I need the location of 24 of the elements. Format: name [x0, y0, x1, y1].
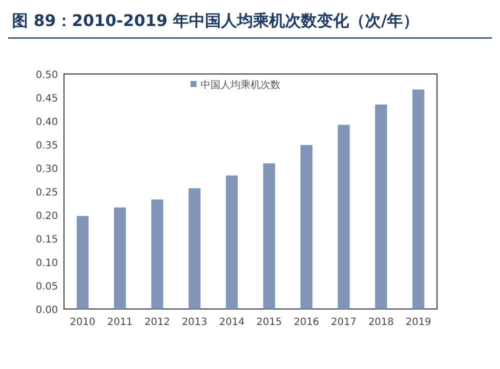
x-tick-label: 2017 [331, 317, 356, 328]
y-tick-label: 0.35 [36, 140, 58, 152]
y-tick-label: 0.40 [36, 117, 58, 128]
x-tick-label: 2016 [294, 317, 320, 328]
x-tick-label: 2011 [107, 317, 133, 328]
y-tick-label: 0.00 [36, 305, 58, 316]
legend: 中国人均乘机次数 [190, 80, 280, 91]
x-tick-label: 2012 [144, 317, 170, 328]
y-tick-label: 0.30 [36, 164, 58, 175]
y-tick-label: 0.20 [36, 211, 58, 222]
y-tick-label: 0.50 [36, 70, 58, 81]
y-tick-label: 0.45 [36, 94, 58, 104]
title: 图 89：2010-2019 年中国人均乘机次数变化（次/年） [12, 11, 419, 30]
y-tick-label: 0.25 [36, 188, 58, 198]
x-tick-label: 2013 [182, 317, 208, 328]
x-tick-label: 2010 [70, 317, 96, 328]
y-tick-label: 0.15 [36, 234, 58, 246]
y-tick-label: 0.05 [36, 282, 58, 292]
x-tick-label: 2014 [219, 317, 245, 328]
y-tick-label: 0.10 [36, 258, 58, 269]
legend-label: 中国人均乘机次数 [200, 79, 280, 91]
x-tick-label: 2019 [406, 317, 432, 328]
x-tick-label: 2018 [368, 317, 394, 328]
x-tick-label: 2015 [256, 317, 282, 328]
